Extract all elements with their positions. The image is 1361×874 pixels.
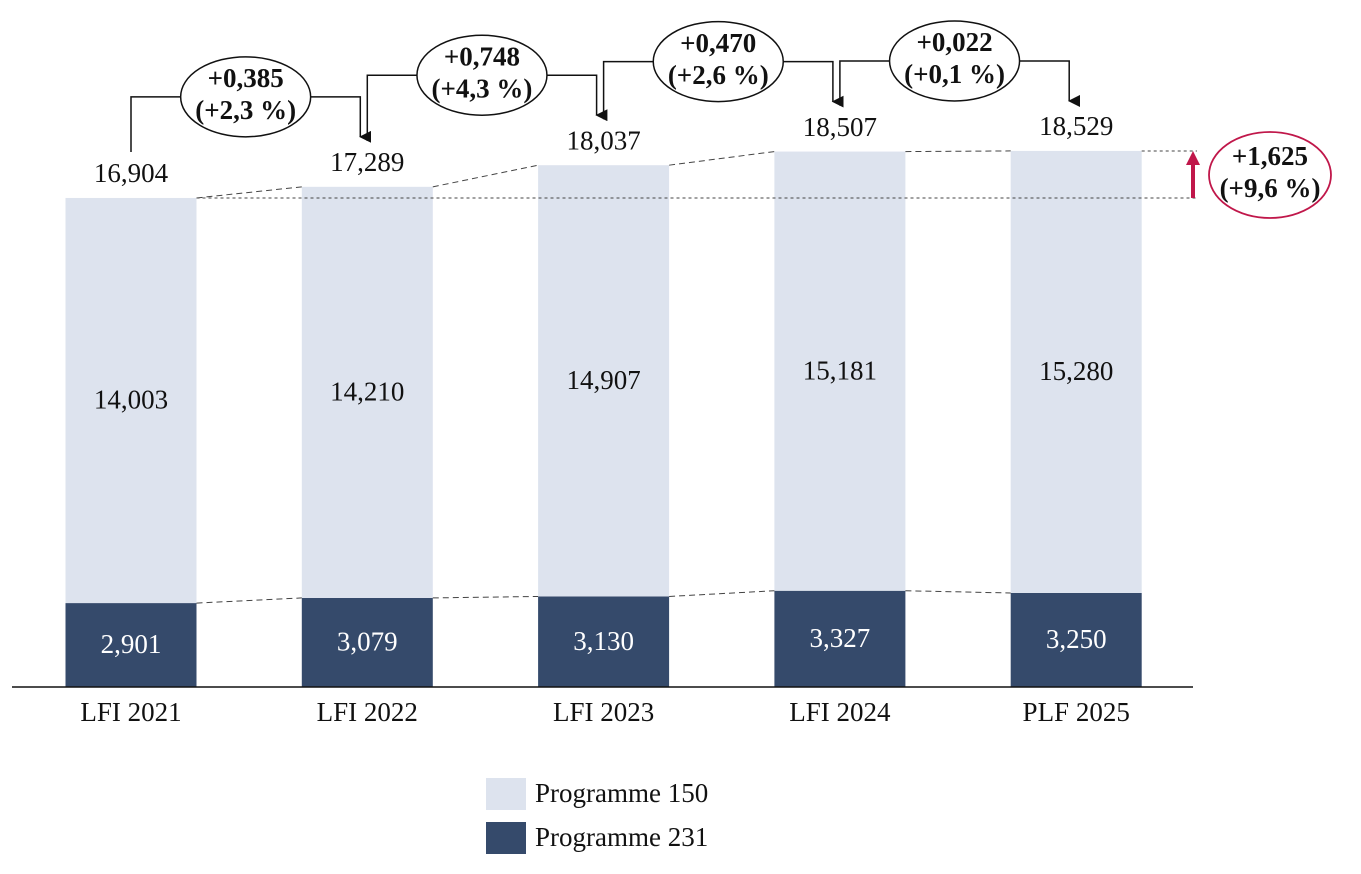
total-change-pct: (+9,6 %) [1220, 173, 1321, 203]
bar-segment [538, 596, 670, 687]
change-pct: (+2,6 %) [668, 60, 769, 90]
value-label: 15,280 [1039, 356, 1113, 386]
change-label: +0,470 [680, 28, 756, 58]
bar-segment [538, 165, 670, 597]
total-label: 17,289 [330, 147, 404, 177]
value-label: 14,907 [566, 365, 640, 395]
value-label: 3,130 [573, 626, 634, 656]
change-bubble [652, 20, 784, 103]
connector [432, 595, 539, 599]
change-label: +0,748 [444, 41, 520, 71]
legend-swatch [486, 822, 526, 854]
bar-segment [1010, 150, 1142, 593]
connector [196, 186, 302, 199]
bar-segment [1010, 592, 1142, 687]
total-change-label: +1,625 [1232, 141, 1308, 171]
x-tick-label: PLF 2025 [1023, 697, 1130, 727]
bar-segment [301, 186, 433, 598]
bar-segment [65, 197, 197, 604]
connector [905, 150, 1011, 153]
connector [905, 590, 1011, 594]
x-tick-label: LFI 2023 [553, 697, 654, 727]
bar-segment [774, 151, 906, 591]
bar-segment [65, 603, 197, 687]
connector [196, 597, 302, 604]
x-tick-label: LFI 2022 [317, 697, 418, 727]
total-bubble [1208, 131, 1332, 219]
connector [432, 164, 539, 188]
change-bubble [416, 34, 548, 116]
bar-segment [774, 590, 906, 687]
connector [669, 151, 775, 166]
value-label: 2,901 [101, 629, 162, 659]
value-label: 3,327 [810, 623, 871, 653]
value-label: 14,003 [94, 385, 168, 415]
change-bubble [888, 20, 1021, 102]
total-label: 18,037 [566, 125, 640, 155]
change-label: +0,385 [208, 63, 284, 93]
bar-segment [301, 597, 433, 687]
change-label: +0,022 [916, 27, 992, 57]
legend-label: Programme 231 [535, 822, 708, 852]
change-pct: (+2,3 %) [195, 95, 296, 125]
legend-label: Programme 150 [535, 778, 708, 808]
change-bubble [179, 56, 312, 138]
value-label: 14,210 [330, 377, 404, 407]
total-label: 18,529 [1039, 111, 1113, 141]
value-label: 15,181 [803, 355, 877, 385]
total-label: 16,904 [94, 158, 169, 188]
total-arrow-head [1186, 150, 1200, 165]
value-label: 3,250 [1046, 624, 1107, 654]
x-tick-label: LFI 2024 [789, 697, 891, 727]
change-pct: (+4,3 %) [432, 73, 533, 103]
connector [669, 590, 775, 597]
value-label: 3,079 [337, 627, 398, 657]
legend-swatch [486, 778, 526, 810]
total-label: 18,507 [803, 112, 877, 142]
x-tick-label: LFI 2021 [80, 697, 181, 727]
change-pct: (+0,1 %) [904, 59, 1005, 89]
